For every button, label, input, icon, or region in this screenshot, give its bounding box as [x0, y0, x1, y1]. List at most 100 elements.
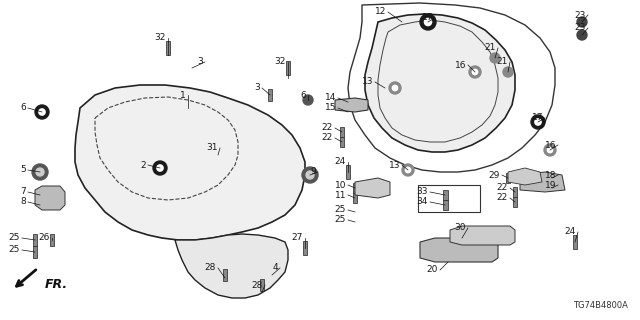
Text: 22: 22 [497, 194, 508, 203]
Circle shape [302, 167, 318, 183]
Bar [506, 173, 510, 183]
Text: 4: 4 [273, 263, 278, 273]
Text: 22: 22 [322, 124, 333, 132]
Text: 16: 16 [454, 60, 466, 69]
Circle shape [405, 167, 411, 173]
Text: 7: 7 [20, 188, 26, 196]
Text: 6: 6 [300, 91, 306, 100]
Text: 23: 23 [575, 11, 586, 20]
Bar [50, 234, 54, 246]
Circle shape [424, 18, 431, 26]
Circle shape [36, 168, 44, 176]
Circle shape [35, 167, 45, 177]
Polygon shape [508, 168, 542, 185]
Circle shape [32, 164, 48, 180]
Circle shape [153, 161, 167, 175]
Circle shape [157, 165, 163, 171]
Text: 12: 12 [374, 7, 386, 17]
Circle shape [420, 14, 436, 30]
Bar [223, 269, 227, 281]
Polygon shape [450, 226, 515, 245]
Bar [33, 246, 37, 258]
Text: 27: 27 [292, 234, 303, 243]
Text: 25: 25 [8, 234, 20, 243]
Text: 9: 9 [310, 167, 316, 177]
Text: 24: 24 [335, 157, 346, 166]
Text: 13: 13 [388, 161, 400, 170]
Text: 26: 26 [38, 234, 50, 243]
Text: 32: 32 [275, 58, 286, 67]
Polygon shape [365, 14, 515, 152]
Circle shape [577, 17, 587, 27]
Text: 1: 1 [180, 91, 186, 100]
Circle shape [503, 67, 513, 77]
Circle shape [544, 144, 556, 156]
Polygon shape [75, 85, 305, 240]
Polygon shape [520, 172, 565, 192]
Text: TG74B4800A: TG74B4800A [573, 301, 628, 310]
Circle shape [35, 105, 49, 119]
Circle shape [472, 69, 477, 75]
Text: 3: 3 [254, 84, 260, 92]
Text: 25: 25 [335, 215, 346, 225]
Text: 30: 30 [454, 223, 466, 233]
Circle shape [577, 30, 587, 40]
Bar [340, 137, 344, 147]
Circle shape [402, 164, 414, 176]
Polygon shape [355, 178, 390, 198]
Text: 18: 18 [545, 171, 556, 180]
Text: 19: 19 [545, 180, 556, 189]
Text: 3: 3 [197, 58, 203, 67]
Text: 24: 24 [564, 228, 576, 236]
Text: 17: 17 [422, 13, 433, 22]
Text: 20: 20 [427, 266, 438, 275]
Text: 16: 16 [545, 140, 556, 149]
Text: 34: 34 [417, 197, 428, 206]
Text: 15: 15 [324, 103, 336, 113]
Text: 29: 29 [488, 171, 500, 180]
Text: 31: 31 [207, 143, 218, 153]
Circle shape [490, 53, 500, 63]
Circle shape [303, 95, 313, 105]
Text: 10: 10 [335, 180, 346, 189]
Bar [353, 183, 357, 193]
Bar [268, 89, 272, 101]
Circle shape [531, 115, 545, 129]
Polygon shape [35, 186, 65, 210]
Circle shape [547, 147, 553, 153]
Bar [346, 165, 350, 179]
Text: FR.: FR. [45, 277, 68, 291]
Circle shape [39, 109, 45, 115]
Text: 33: 33 [417, 188, 428, 196]
Text: 21: 21 [497, 58, 508, 67]
Text: 28: 28 [252, 281, 263, 290]
Text: 32: 32 [155, 34, 166, 43]
Text: 21: 21 [484, 44, 496, 52]
Circle shape [535, 119, 541, 125]
Bar [260, 279, 264, 291]
Bar [286, 61, 290, 75]
Bar [443, 200, 448, 210]
Circle shape [306, 171, 314, 179]
Text: 13: 13 [362, 77, 373, 86]
Text: 22: 22 [322, 133, 333, 142]
Text: 25: 25 [8, 245, 20, 254]
Text: 22: 22 [497, 183, 508, 193]
Polygon shape [335, 98, 368, 112]
Bar [513, 197, 517, 207]
Text: 11: 11 [335, 190, 346, 199]
Text: 8: 8 [20, 197, 26, 206]
Circle shape [389, 82, 401, 94]
Text: 23: 23 [575, 23, 586, 33]
Text: 6: 6 [20, 103, 26, 113]
Text: 2: 2 [140, 161, 146, 170]
Circle shape [469, 66, 481, 78]
Polygon shape [420, 238, 498, 262]
Text: 25: 25 [335, 205, 346, 214]
Text: 28: 28 [205, 263, 216, 273]
Bar [513, 187, 517, 197]
Bar [573, 235, 577, 249]
Bar [166, 41, 170, 55]
Bar [33, 234, 37, 246]
Text: 5: 5 [20, 165, 26, 174]
